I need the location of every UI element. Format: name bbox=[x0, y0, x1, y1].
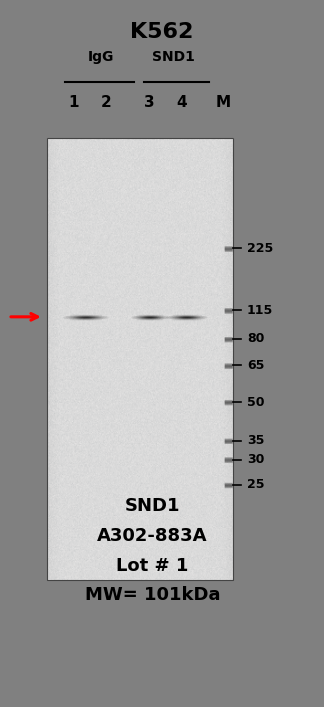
Text: IgG: IgG bbox=[87, 50, 114, 64]
Text: 65: 65 bbox=[247, 359, 264, 372]
Text: M: M bbox=[216, 95, 231, 110]
Text: 115: 115 bbox=[247, 304, 273, 317]
Text: 25: 25 bbox=[247, 478, 264, 491]
Text: SND1: SND1 bbox=[152, 50, 195, 64]
Text: 2: 2 bbox=[101, 95, 112, 110]
Text: Lot # 1: Lot # 1 bbox=[116, 557, 189, 575]
Text: SND1: SND1 bbox=[124, 498, 180, 515]
Text: A302-883A: A302-883A bbox=[97, 527, 208, 545]
Text: 225: 225 bbox=[247, 242, 273, 255]
Text: MW= 101kDa: MW= 101kDa bbox=[85, 587, 220, 604]
Text: 50: 50 bbox=[247, 396, 264, 409]
Text: K562: K562 bbox=[130, 22, 194, 42]
Text: 3: 3 bbox=[145, 95, 155, 110]
Text: 4: 4 bbox=[177, 95, 187, 110]
Bar bbox=[47, 138, 233, 580]
Text: 35: 35 bbox=[247, 434, 264, 447]
Text: 30: 30 bbox=[247, 453, 264, 466]
Text: 80: 80 bbox=[247, 332, 264, 346]
Text: 1: 1 bbox=[69, 95, 79, 110]
